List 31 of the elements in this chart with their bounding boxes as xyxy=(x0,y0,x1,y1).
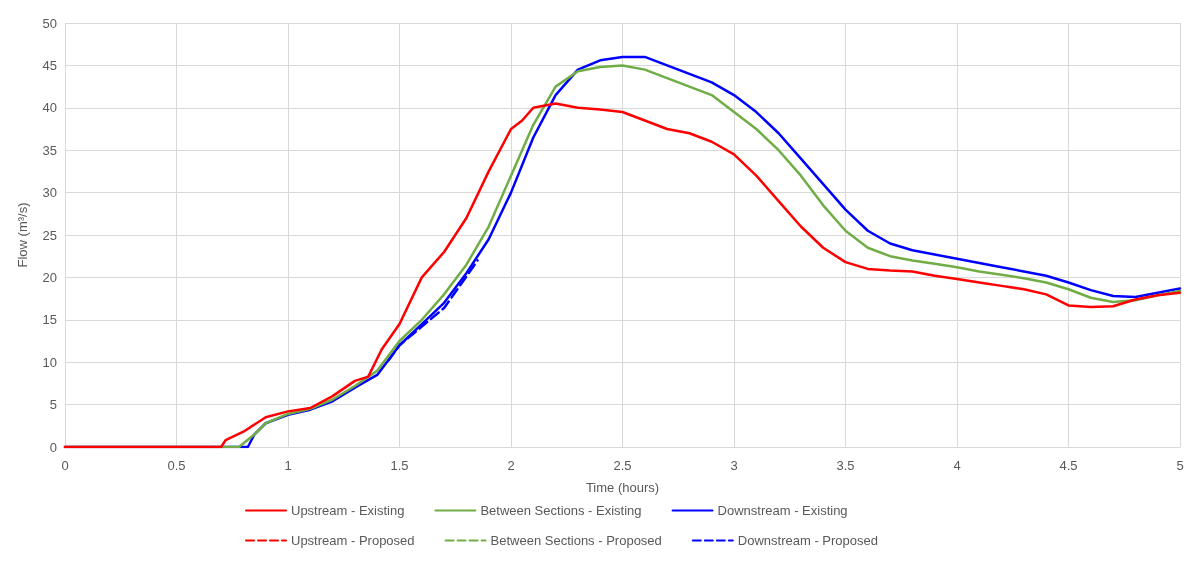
x-tick-label: 2.5 xyxy=(613,458,632,473)
x-tick-label: 4 xyxy=(953,458,961,473)
legend-label: Between Sections - Existing xyxy=(480,503,642,518)
x-tick-label: 4.5 xyxy=(1059,458,1078,473)
y-tick-label: 25 xyxy=(42,227,57,243)
legend-label: Downstream - Existing xyxy=(717,503,848,518)
x-tick-label: 1 xyxy=(284,458,292,473)
y-tick-label: 5 xyxy=(49,397,57,413)
y-tick-label: 45 xyxy=(42,57,57,73)
x-tick-label: 0 xyxy=(61,458,69,473)
legend-label: Upstream - Existing xyxy=(291,503,405,518)
x-tick-label: 0.5 xyxy=(167,458,186,473)
x-tick-label: 3.5 xyxy=(836,458,855,473)
y-tick-label: 15 xyxy=(42,312,57,328)
legend-label: Downstream - Proposed xyxy=(737,533,878,548)
y-tick-label: 35 xyxy=(42,142,57,158)
x-tick-label: 2 xyxy=(507,458,515,473)
x-axis-title: Time (hours) xyxy=(585,480,660,495)
x-tick-label: 1.5 xyxy=(390,458,409,473)
x-tick-label: 5 xyxy=(1176,458,1184,473)
y-tick-label: 40 xyxy=(42,100,57,116)
y-tick-label: 10 xyxy=(42,354,57,370)
y-tick-label: 20 xyxy=(42,269,57,285)
y-tick-label: 50 xyxy=(42,15,57,31)
legend-label: Between Sections - Proposed xyxy=(490,533,662,548)
legend-label: Upstream - Proposed xyxy=(291,533,415,548)
x-tick-label: 3 xyxy=(730,458,738,473)
y-axis-title: Flow (m³/s) xyxy=(15,202,30,268)
y-tick-label: 30 xyxy=(42,185,57,201)
y-tick-label: 0 xyxy=(49,439,57,455)
line-series xyxy=(387,259,479,362)
